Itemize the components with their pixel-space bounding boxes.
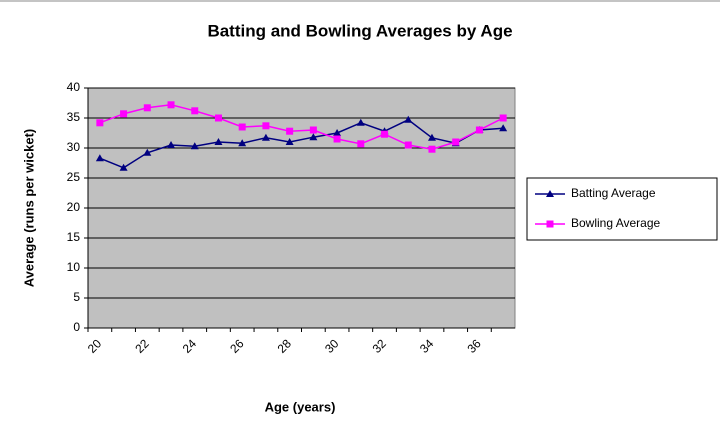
point (261, 133, 270, 141)
point (143, 148, 152, 156)
series-line (99, 118, 504, 169)
y-tick-label: 35 (67, 110, 81, 124)
point (333, 135, 341, 143)
point (333, 129, 342, 136)
point (286, 127, 294, 135)
point (452, 138, 460, 146)
point (143, 104, 151, 112)
point (381, 130, 389, 138)
point (190, 142, 199, 150)
legend-marker (546, 220, 554, 228)
point (119, 163, 128, 171)
point (357, 140, 365, 148)
point (167, 141, 176, 148)
point (167, 101, 175, 109)
y-tick-label: 20 (67, 200, 81, 214)
point (309, 126, 317, 134)
point (499, 114, 507, 122)
y-tick-label: 25 (67, 170, 81, 184)
point (475, 126, 483, 134)
y-tick-label: 0 (73, 320, 80, 334)
y-tick-label: 40 (67, 80, 81, 94)
point (214, 114, 222, 122)
legend-label: Batting Average (571, 186, 656, 200)
point (96, 119, 104, 127)
point (191, 107, 199, 115)
point (427, 133, 436, 141)
x-axis-title: Age (years) (265, 399, 336, 414)
point (120, 110, 128, 118)
legend-box (526, 177, 718, 241)
point (214, 138, 223, 145)
series-line (99, 104, 504, 150)
point (238, 139, 247, 147)
point (285, 138, 294, 145)
point (95, 154, 104, 162)
point (309, 133, 318, 141)
point (356, 118, 365, 126)
point (404, 115, 413, 123)
point (262, 122, 270, 130)
y-tick-label: 15 (67, 230, 81, 244)
point (238, 123, 246, 131)
y-tick-label: 30 (67, 140, 81, 154)
point (404, 141, 412, 149)
legend-marker (546, 190, 554, 197)
chart-title: Batting and Bowling Averages by Age (207, 21, 512, 40)
point (428, 145, 436, 153)
y-tick-label: 5 (73, 290, 80, 304)
point (499, 124, 508, 132)
y-tick-label: 10 (67, 260, 81, 274)
y-axis-title: Average (runs per wicket) (21, 129, 36, 287)
legend-label: Bowling Average (571, 216, 661, 230)
